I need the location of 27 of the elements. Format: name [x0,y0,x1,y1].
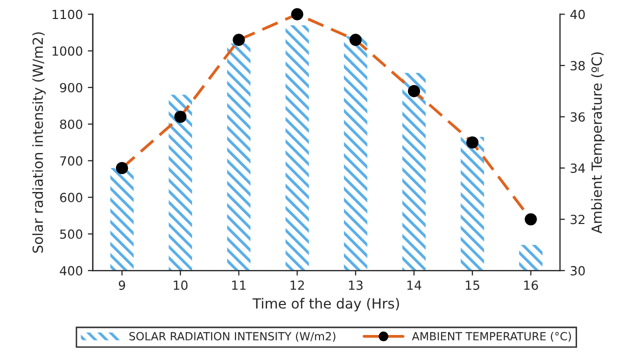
y-tick-label: 600 [60,192,82,202]
y2-tick-label: 36 [570,112,585,122]
y2-tick-label: 40 [570,10,585,20]
y2-tick-label: 32 [570,214,584,224]
x-tick-label: 9 [118,280,126,290]
y-tick-label: 400 [60,266,82,276]
y2-tick-label: 38 [570,60,585,70]
x-tick-label: 16 [524,280,538,290]
y-tick-label: 1000 [52,46,82,56]
x-tick-label: 14 [407,280,422,290]
y2-tick-label: 30 [570,266,585,276]
x-tick-label: 10 [174,280,188,290]
x-tick-label: 13 [349,280,363,290]
y-axis-title: Solar radiation intensity (W/m2) [32,32,46,253]
y-tick-label: 900 [60,82,82,92]
legend-label: SOLAR RADIATION INTENSITY (W/m2) [129,332,336,342]
y2-tick-label: 34 [570,164,585,173]
y2-axis-title: Ambient Temperature (ºC) [591,52,605,234]
y-tick-label: 500 [60,229,82,239]
y-tick-label: 800 [60,120,82,130]
y-tick-label: 1100 [52,10,82,20]
x-tick-label: 12 [290,280,304,290]
x-axis-title: Time of the day (Hrs) [252,298,400,312]
y-tick-label: 700 [60,156,82,166]
x-tick-label: 15 [466,280,480,290]
x-tick-label: 11 [232,280,246,290]
legend-label: AMBIENT TEMPERATURE (°C) [412,332,571,342]
